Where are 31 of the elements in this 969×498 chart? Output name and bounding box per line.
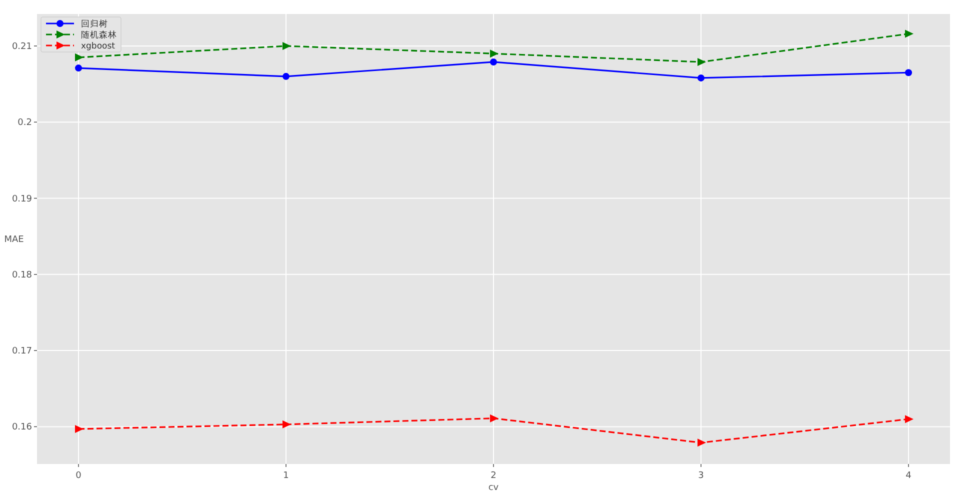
legend-label: xgboost: [81, 42, 116, 52]
point: [75, 64, 82, 72]
point: [698, 438, 706, 447]
y-tick-label: 0.19: [12, 194, 32, 204]
legend-label: 回归树: [81, 18, 108, 30]
point: [490, 50, 498, 58]
point: [75, 53, 84, 62]
y-tick-label: 0.17: [12, 346, 32, 357]
y-axis-title: MAE: [4, 235, 24, 245]
point: [282, 72, 290, 80]
y-tick-label: 0.16: [12, 422, 32, 433]
point: [905, 415, 914, 424]
point: [698, 74, 704, 82]
point: [905, 30, 914, 38]
point: [282, 420, 291, 428]
x-tick-label: 3: [698, 471, 704, 481]
y-tick-label: 0.2: [18, 118, 32, 128]
x-axis-title: cv: [488, 483, 500, 493]
point: [282, 42, 291, 50]
point: [490, 414, 498, 422]
x-tick-label: 0: [76, 471, 82, 481]
x-tick-label: 1: [283, 471, 289, 481]
point: [698, 58, 706, 66]
legend-label: 随机森林: [81, 30, 117, 40]
point: [490, 58, 497, 66]
point: [905, 69, 912, 76]
x-tick-label: 2: [490, 471, 496, 481]
point: [75, 424, 84, 433]
y-tick-label: 0.18: [12, 270, 32, 280]
x-tick-label: 4: [906, 471, 912, 481]
y-tick-label: 0.21: [12, 42, 32, 52]
